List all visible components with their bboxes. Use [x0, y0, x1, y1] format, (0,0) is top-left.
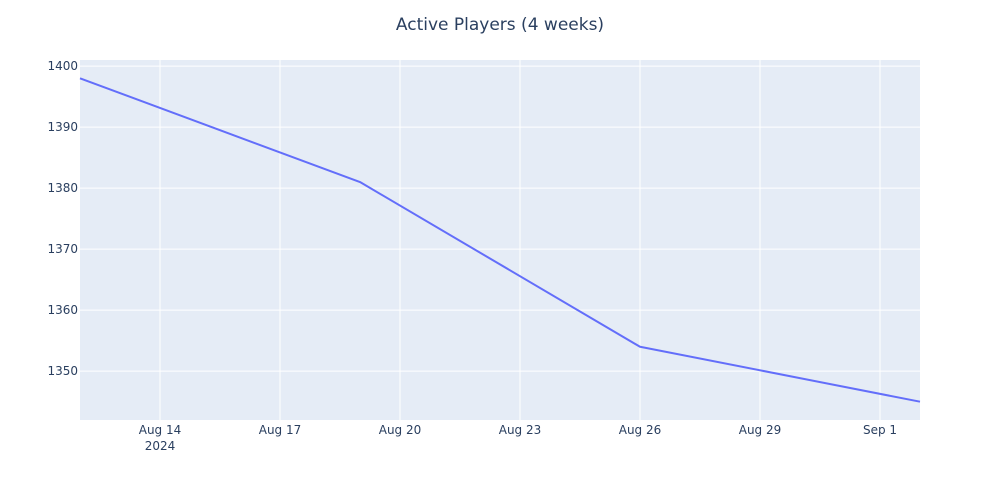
- x-tick-label: Aug 23: [499, 423, 542, 437]
- series-layer: [79, 77, 921, 403]
- y-tick-label: 1350: [47, 364, 78, 378]
- x-tick-label: Aug 29: [739, 423, 782, 437]
- x-tick-label: Aug 17: [259, 423, 302, 437]
- x-tick-label: Aug 14: [139, 423, 182, 437]
- y-tick-label: 1380: [47, 181, 78, 195]
- y-gridlines: [80, 65, 920, 372]
- y-tick-label: 1370: [47, 242, 78, 256]
- x-tick-label: Aug 26: [619, 423, 662, 437]
- plot-background: [80, 60, 920, 420]
- x-tick-label: Aug 20: [379, 423, 422, 437]
- y-tick-label: 1390: [47, 120, 78, 134]
- y-tick-label: 1360: [47, 303, 78, 317]
- x-gridlines: [159, 60, 881, 420]
- series-line: [79, 77, 921, 403]
- x-tick-year-label: 2024: [145, 439, 176, 453]
- x-tick-label: Sep 1: [863, 423, 897, 437]
- y-tick-label: 1400: [47, 59, 78, 73]
- y-axis-ticks: 1350 1360 1370 1380 1390 1400: [47, 59, 78, 378]
- x-axis-ticks: Aug 14 2024 Aug 17 Aug 20 Aug 23 Aug 26 Aug 29…: [139, 423, 897, 453]
- chart-title: Active Players (4 weeks): [396, 15, 604, 35]
